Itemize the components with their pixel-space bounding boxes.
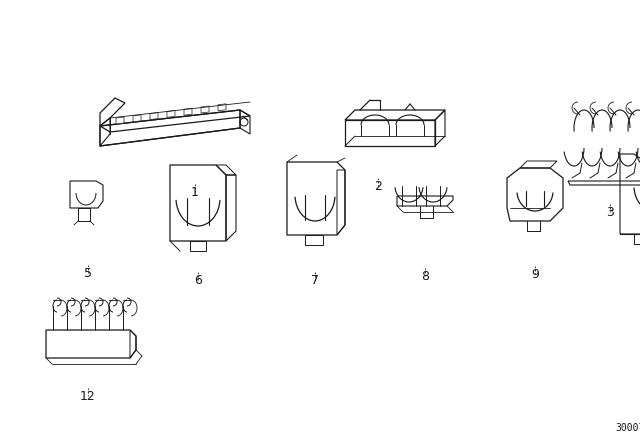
Text: 9: 9 — [531, 268, 539, 281]
Text: 2: 2 — [374, 180, 382, 193]
Text: 3000786: 3000786 — [615, 423, 640, 433]
Polygon shape — [116, 117, 124, 124]
Polygon shape — [133, 115, 141, 122]
Text: 5: 5 — [84, 267, 92, 280]
Polygon shape — [167, 110, 175, 117]
Text: 12: 12 — [80, 390, 96, 403]
Polygon shape — [184, 108, 192, 115]
Polygon shape — [201, 106, 209, 113]
Text: 8: 8 — [421, 270, 429, 283]
Text: 1: 1 — [191, 186, 199, 199]
Text: 6: 6 — [194, 274, 202, 287]
Text: 3: 3 — [606, 206, 614, 219]
Polygon shape — [218, 104, 226, 111]
Text: 7: 7 — [311, 274, 319, 287]
Polygon shape — [150, 112, 158, 120]
